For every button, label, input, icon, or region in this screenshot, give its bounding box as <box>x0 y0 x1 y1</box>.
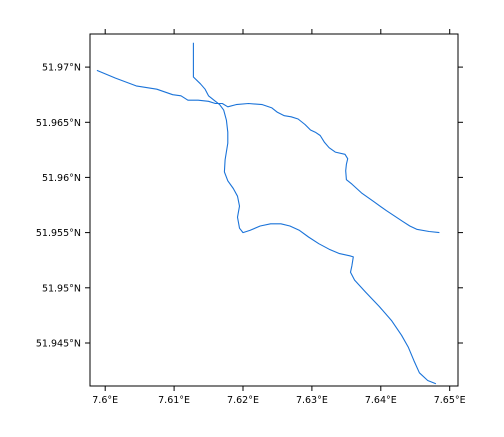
x-tick-label-3: 7.63°E <box>296 395 328 406</box>
ticks-layer: 7.6°E 7.61°E 7.62°E 7.63°E 7.64°E 7.65°E 51.97… <box>36 29 466 406</box>
y-tick-label-5: 51.945°N <box>36 339 81 350</box>
y-tick-label-3: 51.955°N <box>36 228 81 239</box>
x-tick-label-1: 7.61°E <box>158 395 190 406</box>
series-layer <box>96 42 440 385</box>
x-tick-label-4: 7.64°E <box>365 395 397 406</box>
x-tick-label-5: 7.65°E <box>434 395 466 406</box>
y-tick-label-1: 51.965°N <box>36 118 81 129</box>
y-tick-label-2: 51.96°N <box>42 173 81 184</box>
x-tick-label-2: 7.62°E <box>227 395 259 406</box>
y-tick-label-4: 51.95°N <box>42 283 81 294</box>
x-tick-label-0: 7.6°E <box>92 395 118 406</box>
series-line-0 <box>96 69 440 234</box>
y-tick-label-0: 51.97°N <box>42 63 81 74</box>
series-line-1 <box>192 42 437 385</box>
